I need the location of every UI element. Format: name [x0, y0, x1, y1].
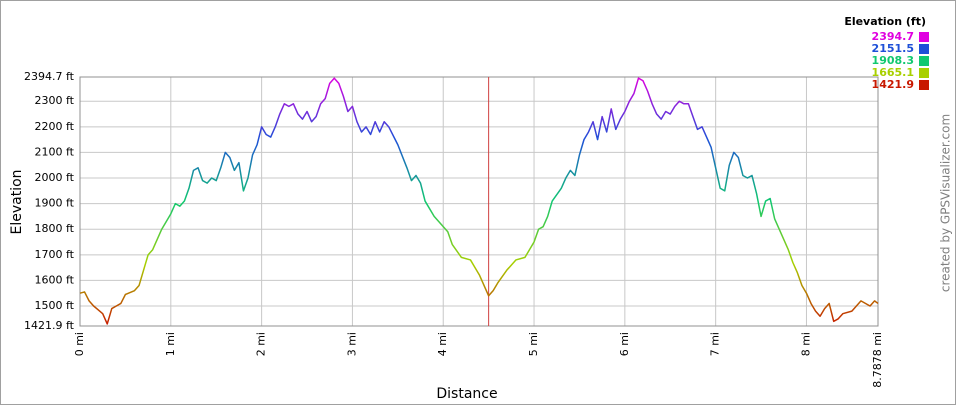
x-tick-label: 4 mi: [436, 332, 449, 356]
y-tick-label: 1900 ft: [35, 197, 75, 210]
legend-label: 2151.5: [872, 42, 914, 55]
y-tick-label: 1800 ft: [35, 222, 75, 235]
plot-border: [79, 76, 879, 327]
y-axis-label: Elevation: [9, 169, 25, 234]
y-tick-label: 2000 ft: [35, 171, 75, 184]
y-tick-label: 1600 ft: [35, 273, 75, 286]
legend-swatch: [919, 56, 929, 66]
x-tick-label: 1 mi: [164, 332, 177, 356]
y-tick-label: 2200 ft: [35, 120, 75, 133]
legend-swatch: [919, 32, 929, 42]
x-tick-label: 2 mi: [255, 332, 268, 356]
x-tick-label: 3 mi: [345, 332, 358, 356]
legend-swatch: [919, 68, 929, 78]
x-tick-label: 7 mi: [709, 332, 722, 356]
x-tick-label: 6 mi: [618, 332, 631, 356]
x-tick-label: 5 mi: [527, 332, 540, 356]
y-tick-label: 1700 ft: [35, 248, 75, 261]
legend-label: 1908.3: [872, 54, 914, 67]
x-tick-label: 8 mi: [799, 332, 812, 356]
legend-label: 1421.9: [872, 78, 914, 91]
x-tick-label: 8.7878 mi: [871, 332, 884, 388]
legend-swatch: [919, 80, 929, 90]
credit: created by GPSVisualizer.com: [939, 114, 953, 292]
y-tick-label: 2394.7 ft: [24, 70, 75, 83]
legend-swatch: [919, 44, 929, 54]
y-tick-label: 1421.9 ft: [24, 319, 75, 332]
x-axis-label: Distance: [436, 386, 497, 402]
elevation-line: [79, 77, 879, 325]
y-tick-label: 2300 ft: [35, 94, 75, 107]
y-tick-label: 2100 ft: [35, 145, 75, 158]
legend-label: 1665.1: [872, 66, 914, 79]
x-tick-label: 0 mi: [73, 332, 86, 356]
legend-title: Elevation (ft): [844, 15, 926, 28]
legend-label: 2394.7: [872, 30, 914, 43]
y-tick-label: 1500 ft: [35, 299, 75, 312]
